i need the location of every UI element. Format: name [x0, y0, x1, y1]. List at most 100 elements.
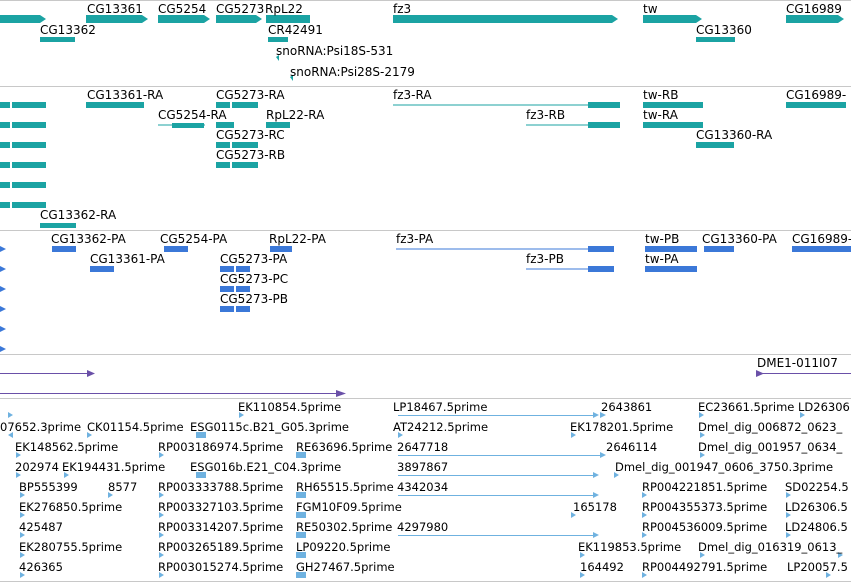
est-label[interactable]: 4297980 — [397, 520, 449, 534]
est-label[interactable]: 2646114 — [606, 440, 658, 454]
est-label[interactable]: EK276850.5prime — [19, 500, 123, 514]
est-label[interactable]: 07652.3prime — [0, 420, 82, 434]
est-label[interactable]: EK148562.5prime — [15, 440, 119, 454]
est-label[interactable]: RE63696.5prime — [296, 440, 393, 454]
est-glyph — [296, 572, 306, 578]
est-label[interactable]: EK119853.5prime — [578, 540, 682, 554]
est-label[interactable]: 2647718 — [397, 440, 449, 454]
protein-label[interactable]: CG13362-PA — [51, 232, 126, 246]
est-label[interactable]: 425487 — [19, 520, 63, 534]
est-label[interactable]: LP20057.5 — [787, 560, 848, 574]
est-glyph — [16, 452, 21, 458]
est-label[interactable]: ESG0115c.B21_G05.3prime — [190, 420, 350, 434]
gene-label[interactable]: RpL22 — [265, 2, 303, 16]
est-label[interactable]: EK280755.5prime — [19, 540, 123, 554]
est-label[interactable]: RP004492791.5prime — [642, 560, 768, 574]
protein-label[interactable]: CG13361-PA — [90, 252, 165, 266]
est-label[interactable]: 3897867 — [397, 460, 449, 474]
est-label[interactable]: ESG016b.E21_C04.3prime — [190, 460, 342, 474]
scaffold-label[interactable]: DME1-011I07 — [757, 356, 838, 370]
gene-label[interactable]: CG5254 — [158, 2, 207, 16]
protein-label[interactable]: CG13360-PA — [702, 232, 777, 246]
protein-label[interactable]: CG5273-PC — [220, 272, 289, 286]
protein-label[interactable]: CG5273-PB — [220, 292, 289, 306]
est-label[interactable]: BP555399 — [19, 480, 78, 494]
transcript-label[interactable]: CG5254-RA — [158, 108, 227, 122]
gene-glyph — [266, 15, 310, 23]
est-label[interactable]: RP003265189.5prime — [158, 540, 284, 554]
gene-label[interactable]: CG13361 — [87, 2, 143, 16]
protein-label[interactable]: RpL22-PA — [269, 232, 326, 246]
est-label[interactable]: SD02254.5 — [785, 480, 849, 494]
transcript-label[interactable]: fz3-RB — [526, 108, 566, 122]
transcript-label[interactable]: CG5273-RA — [216, 88, 285, 102]
transcript-label[interactable]: RpL22-RA — [266, 108, 325, 122]
est-label[interactable]: RH65515.5prime — [296, 480, 394, 494]
gene-label[interactable]: CG13360 — [696, 23, 752, 37]
est-label[interactable]: RP004355373.5prime — [642, 500, 768, 514]
est-label[interactable]: AT24212.5prime — [393, 420, 489, 434]
est-label[interactable]: RP003015274.5prime — [158, 560, 284, 574]
protein-label[interactable]: tw-PB — [645, 232, 680, 246]
protein-glyph — [588, 266, 614, 272]
transcript-label[interactable]: fz3-RA — [393, 88, 432, 102]
est-label[interactable]: RP004536009.5prime — [642, 520, 768, 534]
est-label[interactable]: 426365 — [19, 560, 63, 574]
est-label[interactable]: Dmel_dig_001957_0634_ — [698, 440, 843, 454]
est-label[interactable]: 164492 — [580, 560, 624, 574]
est-glyph — [296, 512, 306, 518]
protein-label[interactable]: fz3-PB — [526, 252, 564, 266]
transcript-label[interactable]: CG13360-RA — [696, 128, 773, 142]
gene-label[interactable]: tw — [643, 2, 658, 16]
est-label[interactable]: RE50302.5prime — [296, 520, 393, 534]
est-label[interactable]: GH27467.5prime — [296, 560, 395, 574]
protein-label[interactable]: fz3-PA — [396, 232, 434, 246]
protein-label[interactable]: CG5273-PA — [220, 252, 288, 266]
transcript-label[interactable]: CG5273-RC — [216, 128, 285, 142]
est-label[interactable]: EK110854.5prime — [238, 400, 342, 414]
protein-label[interactable]: tw-PA — [645, 252, 679, 266]
est-label[interactable]: LP18467.5prime — [393, 400, 488, 414]
est-label[interactable]: EK178201.5prime — [570, 420, 674, 434]
gene-label[interactable]: CG5273 — [216, 2, 265, 16]
est-label[interactable]: RP003186974.5prime — [158, 440, 284, 454]
protein-glyph — [236, 266, 250, 272]
gene-glyph — [276, 55, 279, 61]
gene-label[interactable]: fz3 — [393, 2, 412, 16]
gene-label[interactable]: CG16989 — [786, 2, 842, 16]
est-label[interactable]: RP003314207.5prime — [158, 520, 284, 534]
est-label[interactable]: RP004221851.5prime — [642, 480, 768, 494]
gene-label[interactable]: CG13362 — [40, 23, 96, 37]
protein-label[interactable]: CG16989- — [792, 232, 851, 246]
est-label[interactable]: EC23661.5prime — [698, 400, 795, 414]
est-glyph — [20, 532, 25, 538]
gene-label[interactable]: CR42491 — [268, 23, 323, 37]
est-label[interactable]: LP09220.5prime — [296, 540, 391, 554]
transcript-label[interactable]: CG13362-RA — [40, 208, 117, 222]
est-label[interactable]: Dmel_dig_006872_0623_ — [698, 420, 843, 434]
est-label[interactable]: RP003333788.5prime — [158, 480, 284, 494]
est-label[interactable]: LD26306 — [798, 400, 850, 414]
est-label[interactable]: FGM10F09.5prime — [296, 500, 402, 514]
est-label[interactable]: LD26306.5 — [785, 500, 848, 514]
transcript-label[interactable]: tw-RA — [643, 108, 678, 122]
est-label[interactable]: 165178 — [573, 500, 617, 514]
est-label[interactable]: EK194431.5prime — [62, 460, 166, 474]
est-label[interactable]: 8577 — [108, 480, 138, 494]
transcript-label[interactable]: CG5273-RB — [216, 148, 286, 162]
est-label[interactable]: Dmel_dig_016319_0613_ — [698, 540, 843, 554]
est-label[interactable]: 4342034 — [397, 480, 449, 494]
transcript-label[interactable]: tw-RB — [643, 88, 679, 102]
est-label[interactable]: Dmel_dig_001947_0606_3750.3prime — [615, 460, 834, 474]
gene-label[interactable]: snoRNA:Psi18S-531 — [276, 44, 394, 58]
transcript-label[interactable]: CG13361-RA — [87, 88, 164, 102]
est-label[interactable]: RP003327103.5prime — [158, 500, 284, 514]
est-label[interactable]: CK01154.5prime — [87, 420, 184, 434]
est-label[interactable]: 2643861 — [601, 400, 653, 414]
est-label[interactable]: 202974 — [15, 460, 59, 474]
transcript-label[interactable]: CG16989- — [786, 88, 847, 102]
gene-label[interactable]: snoRNA:Psi28S-2179 — [290, 65, 415, 79]
protein-label[interactable]: CG5254-PA — [160, 232, 228, 246]
est-label[interactable]: LD24806.5 — [785, 520, 848, 534]
